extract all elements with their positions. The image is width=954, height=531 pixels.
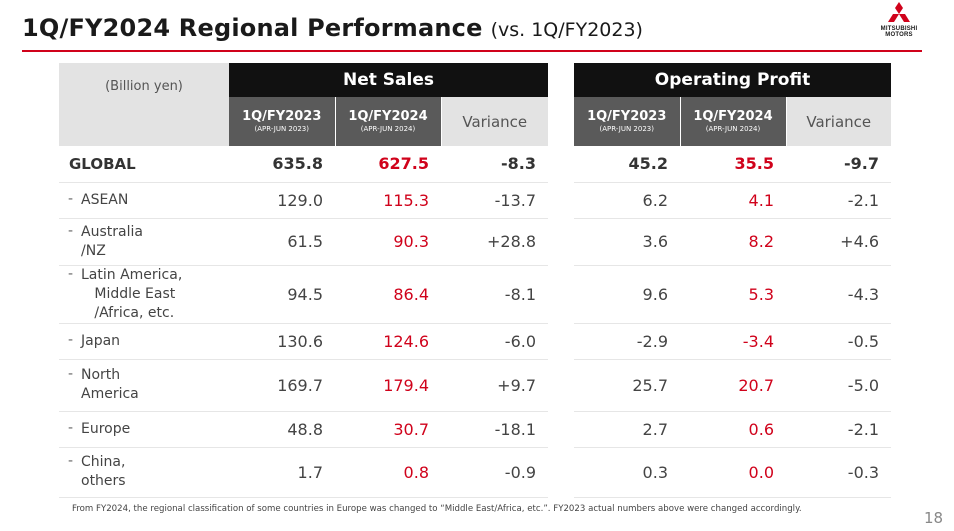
table-row-asean: 6.2 4.1 -2.1 xyxy=(574,182,892,219)
table-row-asean: - ASEAN 129.0 115.3 -13.7 xyxy=(59,182,549,219)
cell-op-fy23: 0.3 xyxy=(574,447,680,498)
page-number: 18 xyxy=(924,509,944,527)
cell-op-fy23: 3.6 xyxy=(574,218,680,266)
page-title: 1Q/FY2024 Regional Performance (vs. 1Q/FY… xyxy=(22,14,643,42)
table-row-australia-nz: 3.6 8.2 +4.6 xyxy=(574,218,892,266)
op-col-variance: Variance xyxy=(786,97,892,146)
table-row-europe: - Europe 48.8 30.7 -18.1 xyxy=(59,411,549,448)
cell-ns-var: -18.1 xyxy=(441,411,549,448)
table-row-europe: 2.7 0.6 -2.1 xyxy=(574,411,892,448)
cell-op-var: -2.1 xyxy=(786,182,892,219)
ns-col-variance: Variance xyxy=(441,97,549,146)
unit-label: (Billion yen) xyxy=(59,63,229,146)
cell-op-fy23: 9.6 xyxy=(574,265,680,324)
operating-profit-header: Operating Profit xyxy=(574,63,892,97)
cell-ns-var: -8.3 xyxy=(441,146,549,183)
cell-op-fy24: 8.2 xyxy=(680,218,786,266)
table-row-latin-america: - Latin America, Middle East /Africa, etc… xyxy=(59,265,549,324)
cell-op-fy23: 6.2 xyxy=(574,182,680,219)
operating-profit-table: Operating Profit 1Q/FY2023 (APR-JUN 2023)… xyxy=(574,63,892,498)
title-subtitle: (vs. 1Q/FY2023) xyxy=(490,19,643,41)
region-label: - ASEAN xyxy=(59,182,229,219)
cell-ns-fy23: 169.7 xyxy=(229,359,335,412)
region-label: GLOBAL xyxy=(59,146,229,183)
cell-ns-fy24: 179.4 xyxy=(335,359,441,412)
cell-ns-fy23: 94.5 xyxy=(229,265,335,324)
region-label: - North America xyxy=(59,359,229,412)
cell-ns-var: -8.1 xyxy=(441,265,549,324)
cell-op-fy24: 35.5 xyxy=(680,146,786,183)
table-row-china-others: - China, others 1.7 0.8 -0.9 xyxy=(59,447,549,498)
ns-col-fy2023: 1Q/FY2023 (APR-JUN 2023) xyxy=(229,97,336,146)
cell-ns-var: -6.0 xyxy=(441,323,549,360)
cell-ns-var: -0.9 xyxy=(441,447,549,498)
cell-op-fy24: 5.3 xyxy=(680,265,786,324)
cell-op-var: -0.5 xyxy=(786,323,892,360)
cell-ns-fy23: 61.5 xyxy=(229,218,335,266)
logo-text-line2: MOTORS xyxy=(885,32,913,38)
cell-ns-var: +28.8 xyxy=(441,218,549,266)
cell-ns-fy24: 115.3 xyxy=(335,182,441,219)
cell-op-fy23: 45.2 xyxy=(574,146,680,183)
table-row-australia-nz: - Australia/NZ 61.5 90.3 +28.8 xyxy=(59,218,549,266)
cell-ns-fy23: 48.8 xyxy=(229,411,335,448)
cell-ns-fy23: 129.0 xyxy=(229,182,335,219)
title-main: 1Q/FY2024 Regional Performance xyxy=(22,14,483,42)
cell-op-fy23: 25.7 xyxy=(574,359,680,412)
cell-op-var: -2.1 xyxy=(786,411,892,448)
cell-op-fy24: 0.0 xyxy=(680,447,786,498)
cell-ns-fy23: 1.7 xyxy=(229,447,335,498)
three-diamonds-icon xyxy=(888,2,910,26)
cell-op-fy23: -2.9 xyxy=(574,323,680,360)
cell-ns-var: +9.7 xyxy=(441,359,549,412)
region-label: - China, others xyxy=(59,447,229,498)
op-col-fy2024: 1Q/FY2024 (APR-JUN 2024) xyxy=(680,97,787,146)
cell-ns-fy24: 90.3 xyxy=(335,218,441,266)
cell-op-fy24: 0.6 xyxy=(680,411,786,448)
table-row-north-america: - North America 169.7 179.4 +9.7 xyxy=(59,359,549,412)
region-label: - Latin America, Middle East /Africa, etc… xyxy=(59,265,229,324)
table-row-china-others: 0.3 0.0 -0.3 xyxy=(574,447,892,498)
table-row-global: 45.2 35.5 -9.7 xyxy=(574,146,892,183)
cell-op-var: -0.3 xyxy=(786,447,892,498)
cell-op-fy24: 20.7 xyxy=(680,359,786,412)
cell-op-var: -4.3 xyxy=(786,265,892,324)
cell-ns-var: -13.7 xyxy=(441,182,549,219)
cell-op-fy24: 4.1 xyxy=(680,182,786,219)
cell-ns-fy24: 0.8 xyxy=(335,447,441,498)
net-sales-table: (Billion yen) Net Sales 1Q/FY2023 (APR-JU… xyxy=(59,63,549,498)
footnote: From FY2024, the regional classification… xyxy=(72,504,802,514)
table-row-north-america: 25.7 20.7 -5.0 xyxy=(574,359,892,412)
cell-ns-fy24: 86.4 xyxy=(335,265,441,324)
cell-op-var: +4.6 xyxy=(786,218,892,266)
region-label: - Australia/NZ xyxy=(59,218,229,266)
title-divider xyxy=(22,50,922,52)
table-row-global: GLOBAL 635.8 627.5 -8.3 xyxy=(59,146,549,183)
table-row-latin-america: 9.6 5.3 -4.3 xyxy=(574,265,892,324)
company-logo: MITSUBISHI MOTORS xyxy=(876,2,922,38)
cell-op-var: -5.0 xyxy=(786,359,892,412)
logo-text-line1: MITSUBISHI xyxy=(880,26,918,32)
cell-ns-fy23: 130.6 xyxy=(229,323,335,360)
cell-ns-fy24: 124.6 xyxy=(335,323,441,360)
region-label: - Europe xyxy=(59,411,229,448)
op-col-fy2023: 1Q/FY2023 (APR-JUN 2023) xyxy=(574,97,681,146)
cell-ns-fy24: 30.7 xyxy=(335,411,441,448)
cell-ns-fy24: 627.5 xyxy=(335,146,441,183)
net-sales-header: Net Sales xyxy=(229,63,549,97)
cell-op-var: -9.7 xyxy=(786,146,892,183)
cell-op-fy23: 2.7 xyxy=(574,411,680,448)
cell-op-fy24: -3.4 xyxy=(680,323,786,360)
cell-ns-fy23: 635.8 xyxy=(229,146,335,183)
ns-col-fy2024: 1Q/FY2024 (APR-JUN 2024) xyxy=(335,97,442,146)
table-row-japan: - Japan 130.6 124.6 -6.0 xyxy=(59,323,549,360)
region-label: - Japan xyxy=(59,323,229,360)
table-row-japan: -2.9 -3.4 -0.5 xyxy=(574,323,892,360)
